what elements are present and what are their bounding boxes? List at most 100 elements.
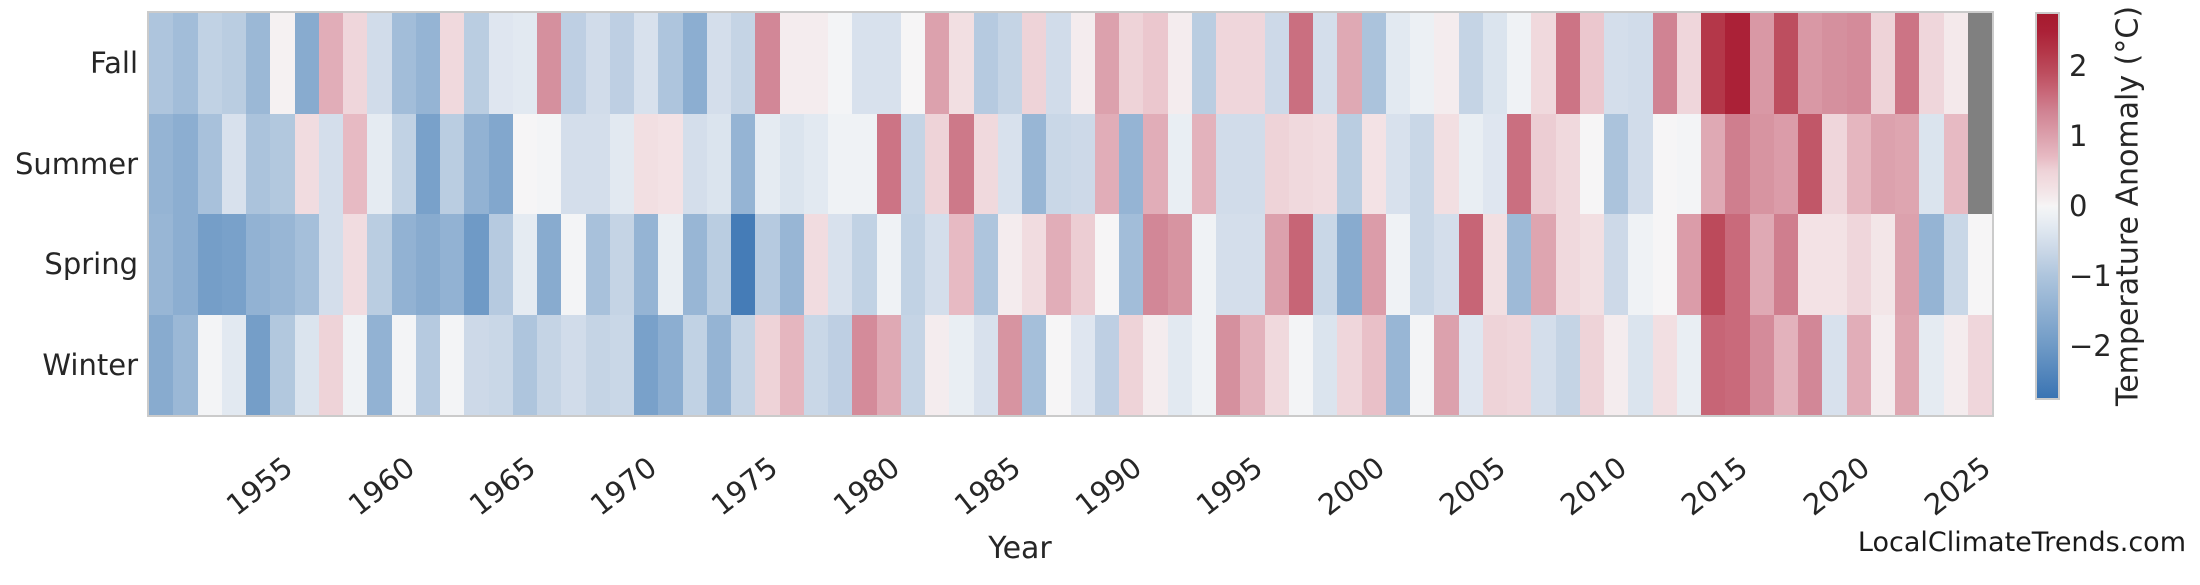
heatmap-cell	[658, 13, 683, 114]
heatmap-cell	[464, 13, 489, 114]
heatmap-cell	[294, 314, 319, 415]
heatmap-cell	[1022, 314, 1047, 415]
heatmap-cell	[973, 214, 998, 315]
heatmap-cell	[1798, 113, 1823, 214]
heatmap-cell	[634, 113, 659, 214]
heatmap-cell	[318, 13, 343, 114]
heatmap-cell	[949, 113, 974, 214]
heatmap-cell	[1458, 113, 1483, 214]
heatmap-cell	[149, 113, 174, 214]
heatmap-cell	[537, 13, 562, 114]
heatmap-cell	[1240, 314, 1265, 415]
x-tick-label: 1955	[220, 450, 300, 523]
heatmap-cell	[973, 113, 998, 214]
heatmap-cell	[1167, 13, 1192, 114]
heatmap-cell	[343, 214, 368, 315]
heatmap-cell	[585, 214, 610, 315]
heatmap-cell	[488, 214, 513, 315]
heatmap-cell	[1119, 113, 1144, 214]
heatmap-cell	[828, 13, 853, 114]
heatmap-cell	[585, 13, 610, 114]
heatmap-cell	[391, 13, 416, 114]
x-tick-label: 1960	[341, 450, 421, 523]
heatmap-cell	[755, 113, 780, 214]
heatmap-cell	[1652, 214, 1677, 315]
heatmap-cell	[1579, 113, 1604, 214]
heatmap-cell	[1749, 113, 1774, 214]
colorbar-title: Temperature Anomaly (°C)	[2110, 5, 2146, 407]
heatmap-cell	[1822, 113, 1847, 214]
heatmap-cell	[1507, 314, 1532, 415]
heatmap-cell	[512, 113, 537, 214]
heatmap-cell	[1070, 113, 1095, 214]
heatmap-cell	[1798, 214, 1823, 315]
heatmap-cell	[1628, 314, 1653, 415]
heatmap-cell	[779, 113, 804, 214]
heatmap-cell	[1410, 214, 1435, 315]
heatmap-cell	[1846, 113, 1871, 214]
x-tick-label: 1995	[1190, 450, 1270, 523]
heatmap-cell	[1676, 314, 1701, 415]
heatmap-cell	[367, 113, 392, 214]
heatmap-cell	[1895, 314, 1920, 415]
heatmap-cell	[512, 214, 537, 315]
heatmap-cell	[1919, 13, 1944, 114]
heatmap-cell	[1216, 113, 1241, 214]
heatmap-cell	[1701, 314, 1726, 415]
heatmap-cell	[1507, 214, 1532, 315]
heatmap-cell	[173, 214, 198, 315]
heatmap-cell	[1337, 314, 1362, 415]
heatmap-cell	[1313, 314, 1338, 415]
heatmap-cell	[900, 314, 925, 415]
heatmap-cell	[1604, 314, 1629, 415]
heatmap-cell	[852, 13, 877, 114]
heatmap-cell	[197, 214, 222, 315]
heatmap-cell	[270, 113, 295, 214]
heatmap-cell	[803, 13, 828, 114]
heatmap-cell	[1167, 113, 1192, 214]
heatmap-cell	[1555, 13, 1580, 114]
heatmap-cell	[149, 13, 174, 114]
heatmap-cell	[973, 314, 998, 415]
heatmap-cell	[1725, 13, 1750, 114]
x-tick-label: 1970	[583, 450, 664, 523]
heatmap-cell	[173, 314, 198, 415]
x-tick-label: 2025	[1917, 450, 1997, 523]
heatmap-cell	[1919, 214, 1944, 315]
heatmap-cell	[1628, 13, 1653, 114]
heatmap-cell	[682, 13, 707, 114]
heatmap-cell	[1943, 214, 1968, 315]
heatmap-cell	[997, 214, 1022, 315]
heatmap-cell	[1652, 113, 1677, 214]
heatmap-cell	[440, 113, 465, 214]
heatmap-cell	[1507, 13, 1532, 114]
heatmap-cell	[1385, 13, 1410, 114]
heatmap-cell	[512, 314, 537, 415]
heatmap-cell	[318, 113, 343, 214]
heatmap-cell	[1143, 314, 1168, 415]
heatmap-cell	[779, 13, 804, 114]
heatmap-cell	[706, 314, 731, 415]
heatmap-cell	[1482, 13, 1507, 114]
heatmap-cell	[440, 314, 465, 415]
heatmap-cell	[1216, 13, 1241, 114]
heatmap-cell	[876, 13, 901, 114]
heatmap-cell	[1119, 13, 1144, 114]
heatmap-cell	[1143, 214, 1168, 315]
heatmap-cell	[634, 214, 659, 315]
heatmap-cell	[1725, 113, 1750, 214]
heatmap-cell	[876, 113, 901, 214]
heatmap-cell	[1507, 113, 1532, 214]
heatmap-cell	[149, 214, 174, 315]
heatmap-cell	[1652, 13, 1677, 114]
heatmap-cell	[537, 314, 562, 415]
heatmap-cell	[755, 214, 780, 315]
heatmap-cell	[609, 13, 634, 114]
heatmap-cell	[1191, 314, 1216, 415]
x-axis-title: Year	[988, 531, 1052, 566]
heatmap-cell	[1288, 214, 1313, 315]
heatmap-cell	[682, 214, 707, 315]
heatmap-cell-missing	[1967, 13, 1992, 114]
heatmap-cell	[1046, 214, 1071, 315]
heatmap-cell	[1191, 113, 1216, 214]
